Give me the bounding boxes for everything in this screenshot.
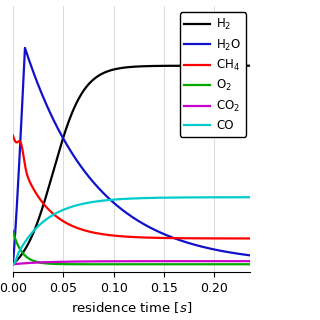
- H$_2$O: [112, 201, 116, 205]
- Line: H$_2$O: H$_2$O: [13, 48, 250, 264]
- CO: [11, 262, 15, 266]
- H$_2$: [243, 64, 247, 68]
- H$_2$: [38, 214, 42, 218]
- CH$_4$: [243, 236, 247, 240]
- CH$_4$: [11, 133, 15, 137]
- CO: [52, 212, 56, 216]
- O$_2$: [243, 262, 247, 266]
- H$_2$O: [23, 46, 27, 50]
- H$_2$: [52, 167, 56, 171]
- CO: [38, 223, 42, 227]
- O$_2$: [112, 262, 116, 266]
- Legend: H$_2$, H$_2$O, CH$_4$, O$_2$, CO$_2$, CO: H$_2$, H$_2$O, CH$_4$, O$_2$, CO$_2$, CO: [180, 12, 246, 137]
- O$_2$: [102, 262, 106, 266]
- CH$_4$: [248, 236, 252, 240]
- CH$_4$: [102, 232, 106, 236]
- CO$_2$: [112, 259, 116, 263]
- H$_2$O: [248, 253, 252, 257]
- O$_2$: [38, 260, 42, 264]
- H$_2$O: [11, 262, 15, 266]
- O$_2$: [52, 262, 56, 266]
- H$_2$O: [218, 249, 221, 252]
- CH$_4$: [52, 212, 56, 216]
- Line: O$_2$: O$_2$: [13, 231, 250, 264]
- X-axis label: residence time $[s]$: residence time $[s]$: [71, 300, 192, 315]
- CH$_4$: [112, 234, 116, 237]
- CO$_2$: [102, 260, 106, 263]
- H$_2$O: [38, 87, 42, 91]
- CO$_2$: [248, 259, 252, 263]
- H$_2$: [11, 262, 15, 266]
- O$_2$: [11, 229, 15, 233]
- CH$_4$: [218, 236, 221, 240]
- CH$_4$: [38, 197, 42, 201]
- CO: [102, 199, 106, 203]
- H$_2$: [102, 71, 106, 75]
- CO: [248, 195, 252, 199]
- CO$_2$: [218, 259, 221, 263]
- O$_2$: [248, 262, 252, 266]
- O$_2$: [218, 262, 221, 266]
- Line: CO$_2$: CO$_2$: [13, 261, 250, 264]
- CH$_4$: [11, 133, 15, 137]
- Line: H$_2$: H$_2$: [13, 66, 250, 264]
- H$_2$O: [52, 119, 56, 123]
- CO$_2$: [243, 259, 247, 263]
- H$_2$: [218, 64, 221, 68]
- CO$_2$: [11, 262, 15, 266]
- H$_2$: [248, 64, 252, 68]
- CO: [112, 198, 116, 202]
- CO: [243, 195, 247, 199]
- CO$_2$: [38, 260, 42, 264]
- Line: CH$_4$: CH$_4$: [13, 135, 250, 238]
- H$_2$O: [243, 253, 247, 257]
- CO$_2$: [52, 260, 56, 264]
- Line: CO: CO: [13, 197, 250, 264]
- CO: [218, 196, 221, 199]
- H$_2$: [112, 68, 116, 71]
- H$_2$O: [102, 191, 106, 195]
